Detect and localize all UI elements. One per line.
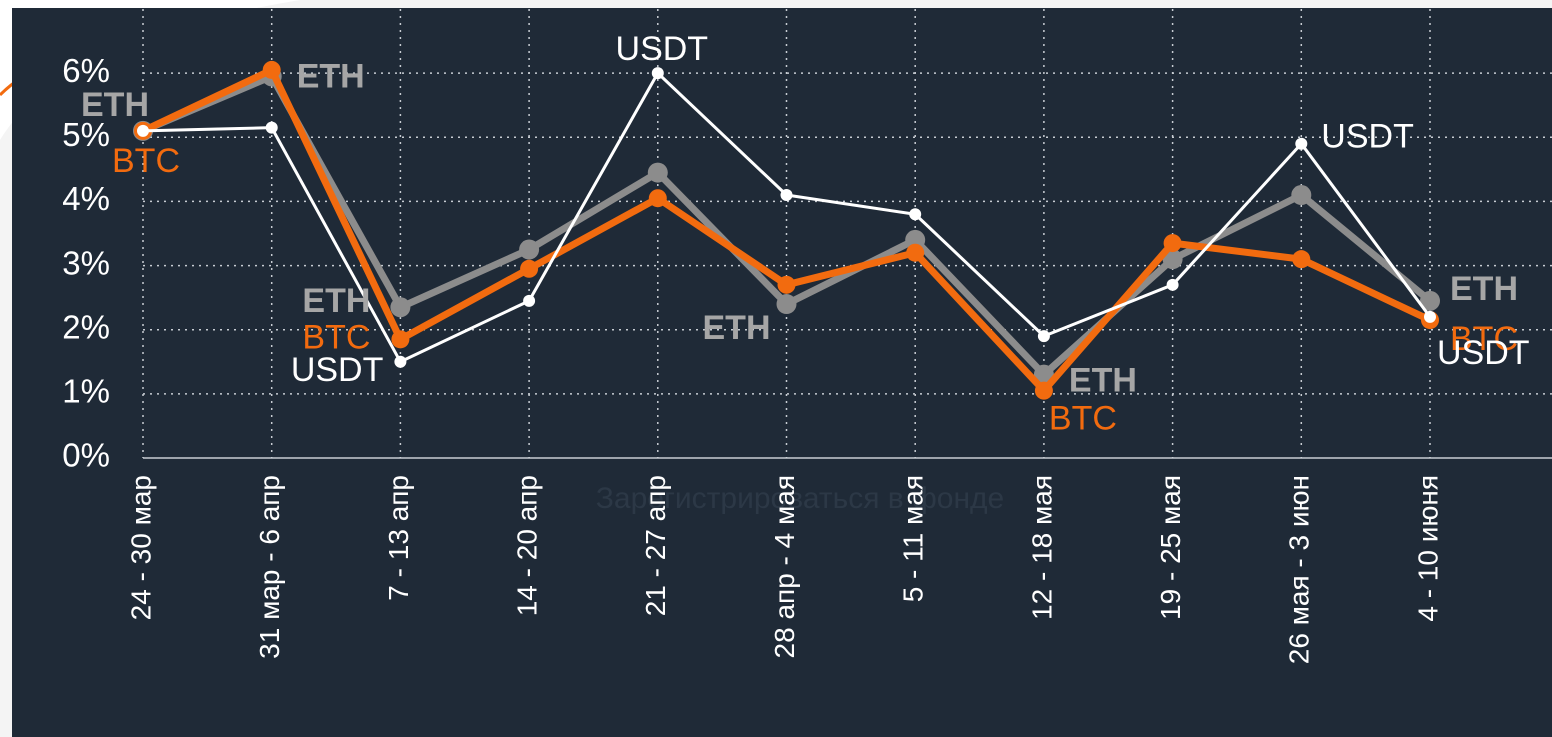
data-point bbox=[390, 297, 411, 318]
data-point bbox=[394, 355, 407, 368]
data-point bbox=[523, 294, 536, 307]
point-label: ETH bbox=[1069, 362, 1137, 400]
data-point bbox=[909, 208, 922, 221]
data-point bbox=[137, 124, 149, 137]
x-tick-label: 28 апр - 4 мая bbox=[769, 475, 800, 658]
x-tick-label: 21 - 27 апр bbox=[640, 475, 671, 616]
x-tick-label: 24 - 30 мар bbox=[125, 475, 156, 620]
x-tick-label: 5 - 11 мая bbox=[898, 475, 929, 602]
point-label: USDT bbox=[291, 351, 384, 389]
data-point bbox=[651, 67, 664, 80]
data-point bbox=[647, 162, 668, 183]
data-point bbox=[905, 229, 926, 250]
data-point bbox=[1420, 290, 1440, 311]
data-point bbox=[777, 275, 796, 294]
y-tick-label: 6% bbox=[62, 52, 110, 89]
point-label: USDT bbox=[616, 30, 709, 68]
data-point bbox=[1166, 278, 1179, 291]
x-tick-label: 31 мар - 6 апр bbox=[254, 475, 285, 659]
data-point bbox=[262, 60, 281, 79]
x-tick-label: 26 мая - 3 июн bbox=[1284, 475, 1315, 664]
point-label: ETH bbox=[1450, 270, 1518, 308]
y-tick-label: 4% bbox=[62, 180, 110, 217]
x-tick-label: 14 - 20 апр bbox=[511, 475, 542, 616]
y-tick-label: 3% bbox=[62, 244, 110, 281]
data-point bbox=[648, 189, 667, 208]
data-point bbox=[1037, 330, 1050, 343]
y-tick-label: 1% bbox=[62, 373, 110, 410]
x-tick-label: 19 - 25 мая bbox=[1155, 475, 1186, 620]
y-tick-label: 2% bbox=[62, 308, 110, 345]
data-point bbox=[391, 330, 410, 349]
data-point bbox=[906, 243, 925, 262]
data-point bbox=[1163, 234, 1182, 253]
point-label: BTC bbox=[1450, 320, 1518, 358]
data-point bbox=[1292, 250, 1311, 269]
point-label: ETH bbox=[302, 282, 370, 320]
data-point bbox=[1291, 185, 1312, 206]
data-point bbox=[1424, 310, 1436, 323]
watermark: Зарегистрироваться в фонде bbox=[596, 482, 1004, 515]
point-label: ETH bbox=[297, 57, 365, 95]
point-label: BTC bbox=[1049, 400, 1117, 438]
point-label: USDT bbox=[1437, 334, 1530, 372]
y-tick-label: 0% bbox=[62, 437, 110, 474]
data-point bbox=[780, 189, 793, 202]
data-point bbox=[520, 259, 539, 278]
point-label: USDT bbox=[1321, 118, 1414, 156]
data-point bbox=[519, 239, 540, 260]
point-label: ETH bbox=[81, 86, 149, 124]
point-label: ETH bbox=[703, 309, 771, 347]
data-point bbox=[1295, 137, 1308, 150]
x-tick-label: 4 - 10 июня bbox=[1412, 475, 1443, 622]
x-tick-label: 12 - 18 мая bbox=[1026, 475, 1057, 620]
y-tick-label: 5% bbox=[62, 116, 110, 153]
point-label: BTC bbox=[112, 142, 180, 180]
point-label: BTC bbox=[302, 318, 370, 356]
data-point bbox=[776, 294, 797, 315]
data-point bbox=[265, 121, 278, 134]
x-tick-label: 7 - 13 апр bbox=[383, 475, 414, 601]
data-point bbox=[1034, 381, 1053, 400]
